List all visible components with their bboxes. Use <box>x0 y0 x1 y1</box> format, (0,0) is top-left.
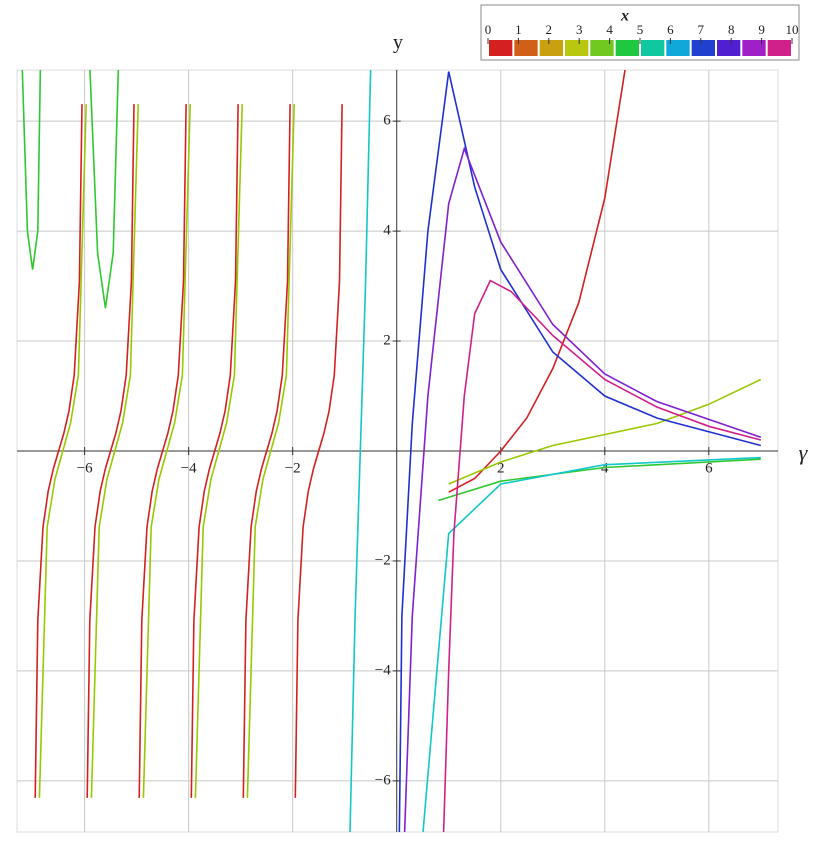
curve <box>38 104 762 798</box>
colorbar-tick-label: 10 <box>786 22 799 37</box>
curve <box>349 70 761 832</box>
x-tick-label: 6 <box>705 460 713 476</box>
colorbar-title: x <box>620 8 629 25</box>
colorbar-swatch <box>717 40 741 56</box>
curve <box>34 70 626 798</box>
colorbar-tick-label: 5 <box>637 22 644 37</box>
colorbar-swatch <box>691 40 715 56</box>
y-axis-label: y <box>393 32 403 54</box>
colorbar-tick-label: 6 <box>667 22 674 37</box>
colorbar-tick-label: 8 <box>728 22 735 37</box>
x-tick-label: −6 <box>77 460 93 476</box>
colorbar-tick-label: 9 <box>758 22 765 37</box>
colorbar-tick-label: 3 <box>576 22 583 37</box>
curve <box>442 279 762 832</box>
colorbar-swatch <box>590 40 614 56</box>
colorbar-tick-label: 2 <box>546 22 553 37</box>
x-tick-label: 4 <box>601 460 609 476</box>
colorbar-swatch <box>565 40 589 56</box>
x-tick-label: 2 <box>497 460 505 476</box>
curve <box>398 71 762 832</box>
colorbar-tick-label: 1 <box>515 22 522 37</box>
y-tick-label: −6 <box>375 772 391 788</box>
colorbar-swatch <box>489 40 513 56</box>
colorbar-swatch <box>615 40 639 56</box>
x-axis-label: γ <box>799 440 809 465</box>
y-tick-label: 2 <box>383 332 391 348</box>
y-tick-label: −2 <box>375 552 391 568</box>
colorbar-tick-label: 7 <box>698 22 705 37</box>
x-tick-label: −4 <box>181 460 197 476</box>
colorbar-swatch <box>767 40 791 56</box>
x-tick-label: −2 <box>285 460 301 476</box>
colorbar-swatch <box>742 40 766 56</box>
colorbar-tick-label: 4 <box>606 22 613 37</box>
y-tick-label: 6 <box>383 113 391 129</box>
colorbar-swatch <box>666 40 690 56</box>
y-tick-label: −4 <box>375 662 391 678</box>
colorbar-swatch <box>514 40 538 56</box>
colorbar-swatch <box>641 40 665 56</box>
colorbar-swatch <box>539 40 563 56</box>
y-tick-label: 4 <box>383 223 391 239</box>
colorbar-tick-label: 0 <box>485 22 492 37</box>
curves <box>21 70 762 832</box>
curve <box>403 146 762 832</box>
